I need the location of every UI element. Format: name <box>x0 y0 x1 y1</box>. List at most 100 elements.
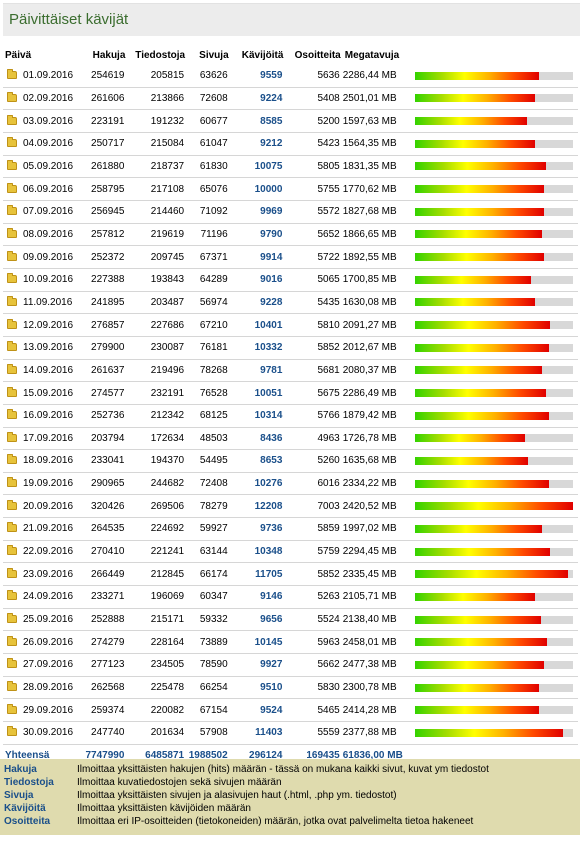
date-cell: 26.09.2016 <box>3 630 83 655</box>
pages-cell: 63626 <box>187 65 231 88</box>
bar-cell <box>410 721 578 745</box>
pages-cell: 78279 <box>187 494 231 519</box>
date-cell: 28.09.2016 <box>3 676 83 700</box>
files-cell: 191232 <box>127 109 188 133</box>
visitors-cell: 11705 <box>230 562 286 587</box>
table-row: 05.09.2016 261880 218737 61830 10075 5805 1831… <box>3 155 578 179</box>
folder-icon <box>7 726 17 737</box>
megabytes-cell: 1892,55 MB <box>342 245 411 269</box>
addresses-cell: 5559 <box>285 721 343 745</box>
bar-cell <box>410 449 578 473</box>
table-row: 09.09.2016 252372 209745 67371 9914 5722 1892,… <box>3 245 578 269</box>
legend-term: Osoitteita <box>4 816 51 827</box>
megabytes-cell: 1726,78 MB <box>342 427 411 451</box>
usage-bar-fill <box>414 524 543 533</box>
hits-cell: 276857 <box>82 313 128 337</box>
visitors-cell: 9736 <box>230 517 286 541</box>
usage-bar <box>414 117 573 126</box>
visitors-cell: 9969 <box>230 200 286 224</box>
date-cell: 04.09.2016 <box>3 132 83 156</box>
date-value: 23.09.2016 <box>23 568 74 580</box>
megabytes-cell: 2138,40 MB <box>342 608 411 632</box>
folder-icon <box>7 363 17 374</box>
files-cell: 203487 <box>127 291 188 315</box>
legend-description: Ilmoittaa yksittäisten kävijöiden määrän <box>77 803 251 814</box>
pages-cell: 59927 <box>187 517 231 541</box>
megabytes-cell: 1866,65 MB <box>342 223 411 247</box>
folder-icon <box>7 477 17 488</box>
legend-term: Hakuja <box>4 764 37 775</box>
date-value: 29.09.2016 <box>23 704 74 716</box>
usage-bar <box>414 207 573 216</box>
totals-addresses: 169435 <box>306 750 340 762</box>
usage-bar-fill <box>414 570 568 579</box>
pages-cell: 68125 <box>187 404 231 428</box>
pages-cell: 64289 <box>187 268 231 292</box>
usage-bar-fill <box>414 71 540 80</box>
legend-description: Ilmoittaa yksittäisten sivujen ja alasiv… <box>77 790 397 801</box>
visitors-cell: 10000 <box>230 177 286 201</box>
table-row: 19.09.2016 290965 244682 72408 10276 6016 2334… <box>3 472 578 496</box>
visitors-cell: 9914 <box>230 245 286 269</box>
hits-cell: 259374 <box>82 698 128 723</box>
megabytes-cell: 2286,49 MB <box>342 381 411 405</box>
usage-bar <box>414 547 573 556</box>
hits-cell: 266449 <box>82 562 128 587</box>
date-value: 08.09.2016 <box>23 228 74 240</box>
totals-row: Yhteensä 7747990 6485871 1988502 296124 … <box>3 744 578 767</box>
totals-mb-unit: MB <box>387 750 403 762</box>
date-cell: 03.09.2016 <box>3 109 83 133</box>
visitors-cell: 9559 <box>230 65 286 88</box>
table-row: 12.09.2016 276857 227686 67210 10401 5810 2091… <box>3 313 578 337</box>
table-row: 11.09.2016 241895 203487 56974 9228 5435 1630,… <box>3 291 578 315</box>
date-value: 28.09.2016 <box>23 682 74 694</box>
addresses-cell: 5766 <box>285 404 343 428</box>
date-value: 09.09.2016 <box>23 251 74 263</box>
visitors-cell: 8436 <box>230 427 286 451</box>
table-row: 30.09.2016 247740 201634 57908 11403 5559 2377… <box>3 721 578 745</box>
addresses-cell: 5722 <box>285 245 343 269</box>
bar-cell <box>410 313 578 337</box>
page-title: Päivittäiset kävijät <box>9 11 129 28</box>
usage-bar-fill <box>414 321 551 330</box>
totals-hits: 7747990 <box>85 750 125 762</box>
files-cell: 213866 <box>127 87 188 111</box>
hits-cell: 233271 <box>82 585 128 609</box>
megabytes-cell: 2080,37 MB <box>342 359 411 383</box>
visitors-cell: 9146 <box>230 585 286 609</box>
usage-bar-fill <box>414 411 549 420</box>
pages-cell: 61830 <box>187 155 231 179</box>
date-cell: 05.09.2016 <box>3 155 83 179</box>
hits-cell: 320426 <box>82 494 128 519</box>
usage-bar-fill <box>414 660 545 669</box>
table-row: 21.09.2016 264535 224692 59927 9736 5859 1997,… <box>3 517 578 541</box>
addresses-cell: 5200 <box>285 109 343 133</box>
addresses-cell: 5524 <box>285 608 343 632</box>
megabytes-cell: 2477,38 MB <box>342 653 411 677</box>
megabytes-cell: 2458,01 MB <box>342 630 411 655</box>
pages-cell: 72608 <box>187 87 231 111</box>
folder-icon <box>7 613 17 624</box>
visitors-cell: 9927 <box>230 653 286 677</box>
files-cell: 225478 <box>127 676 188 700</box>
usage-bar <box>414 343 573 352</box>
date-value: 05.09.2016 <box>23 160 74 172</box>
date-value: 21.09.2016 <box>23 523 74 535</box>
bar-cell <box>410 608 578 632</box>
pages-cell: 61047 <box>187 132 231 156</box>
date-cell: 06.09.2016 <box>3 177 83 201</box>
addresses-cell: 5572 <box>285 200 343 224</box>
hits-cell: 279900 <box>82 336 128 360</box>
usage-bar <box>414 638 573 647</box>
bar-cell <box>410 494 578 519</box>
files-cell: 269506 <box>127 494 188 519</box>
usage-bar <box>414 660 573 669</box>
megabytes-cell: 1630,08 MB <box>342 291 411 315</box>
pages-cell: 76181 <box>187 336 231 360</box>
usage-bar <box>414 321 573 330</box>
bar-cell <box>410 245 578 269</box>
pages-cell: 73889 <box>187 630 231 655</box>
files-cell: 194370 <box>127 449 188 473</box>
table-row: 20.09.2016 320426 269506 78279 12208 7003 2420… <box>3 494 578 519</box>
col-header-date: Päivä <box>5 50 32 61</box>
